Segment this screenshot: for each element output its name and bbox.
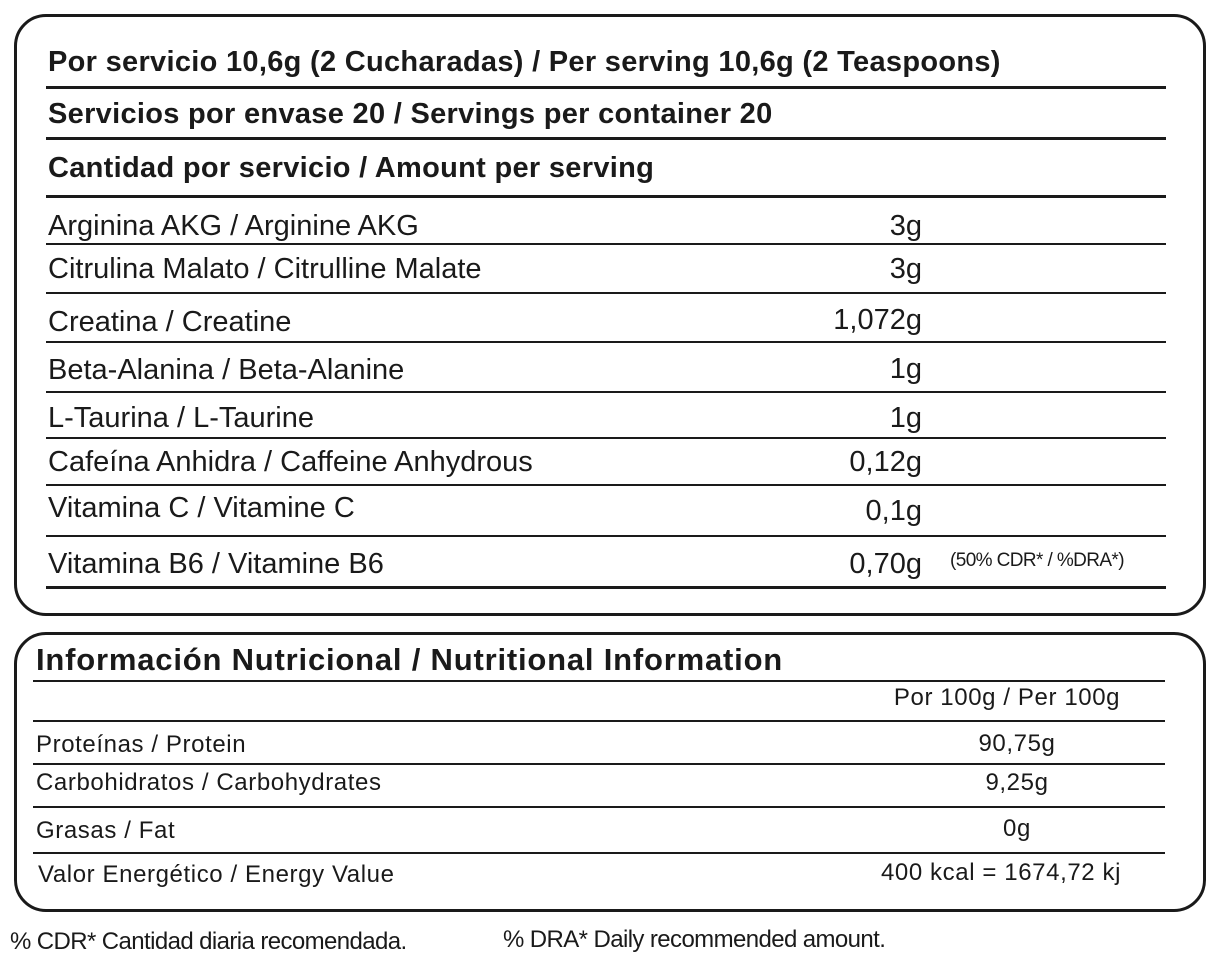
divider: [33, 852, 1165, 854]
divider: [46, 391, 1166, 393]
divider: [33, 806, 1165, 808]
per-100g-header: Por 100g / Per 100g: [893, 684, 1121, 711]
nutrient-name: Valor Energético / Energy Value: [38, 861, 395, 888]
ingredient-amount: 0,1g: [865, 495, 922, 527]
ingredient-amount: 1g: [889, 353, 922, 385]
nutrition-title: Información Nutricional / Nutritional In…: [36, 642, 784, 677]
divider: [46, 86, 1166, 89]
divider: [46, 341, 1166, 343]
divider: [33, 680, 1165, 682]
ingredient-name: Vitamina C / Vitamine C: [48, 492, 355, 524]
ingredient-name: Creatina / Creatine: [48, 306, 292, 338]
footnote-cdr: % CDR* Cantidad diaria recomendada.: [10, 928, 407, 955]
daily-value-note: (50% CDR* / %DRA*): [950, 550, 1125, 571]
nutrition-info-panel: [14, 632, 1206, 912]
divider: [46, 586, 1166, 589]
ingredient-name: Arginina AKG / Arginine AKG: [48, 210, 419, 242]
divider: [33, 763, 1165, 765]
divider: [33, 720, 1165, 722]
nutrient-value: 90,75g: [978, 730, 1056, 757]
divider: [46, 195, 1166, 198]
ingredient-amount: 1g: [889, 402, 922, 434]
footnote-dra: % DRA* Daily recommended amount.: [503, 926, 886, 953]
serving-size-heading: Por servicio 10,6g (2 Cucharadas) / Per …: [48, 46, 1001, 78]
ingredient-amount: 0,70g: [849, 548, 922, 580]
nutrient-value: 9,25g: [985, 769, 1049, 796]
divider: [46, 137, 1166, 140]
nutrient-value: 0g: [1003, 815, 1031, 842]
divider: [46, 243, 1166, 245]
divider: [46, 292, 1166, 294]
ingredient-name: Citrulina Malato / Citrulline Malate: [48, 253, 482, 285]
ingredient-amount: 0,12g: [849, 446, 922, 478]
servings-per-container-heading: Servicios por envase 20 / Servings per c…: [48, 98, 773, 130]
supplement-facts-panel: [14, 14, 1206, 616]
ingredient-amount: 1,072g: [833, 304, 922, 336]
divider: [46, 535, 1166, 537]
nutrient-name: Carbohidratos / Carbohydrates: [36, 769, 382, 796]
divider: [46, 484, 1166, 486]
ingredient-amount: 3g: [889, 253, 922, 285]
amount-per-serving-heading: Cantidad por servicio / Amount per servi…: [48, 152, 655, 184]
nutrient-name: Proteínas / Protein: [36, 731, 247, 758]
ingredient-name: Vitamina B6 / Vitamine B6: [48, 548, 384, 580]
ingredient-name: Beta-Alanina / Beta-Alanine: [48, 354, 405, 386]
nutrient-value: 400 kcal = 1674,72 kj: [880, 859, 1122, 886]
nutrient-name: Grasas / Fat: [36, 817, 176, 844]
ingredient-name: Cafeína Anhidra / Caffeine Anhydrous: [48, 446, 533, 478]
ingredient-name: L-Taurina / L-Taurine: [48, 402, 314, 434]
ingredient-amount: 3g: [889, 210, 922, 242]
divider: [46, 437, 1166, 439]
